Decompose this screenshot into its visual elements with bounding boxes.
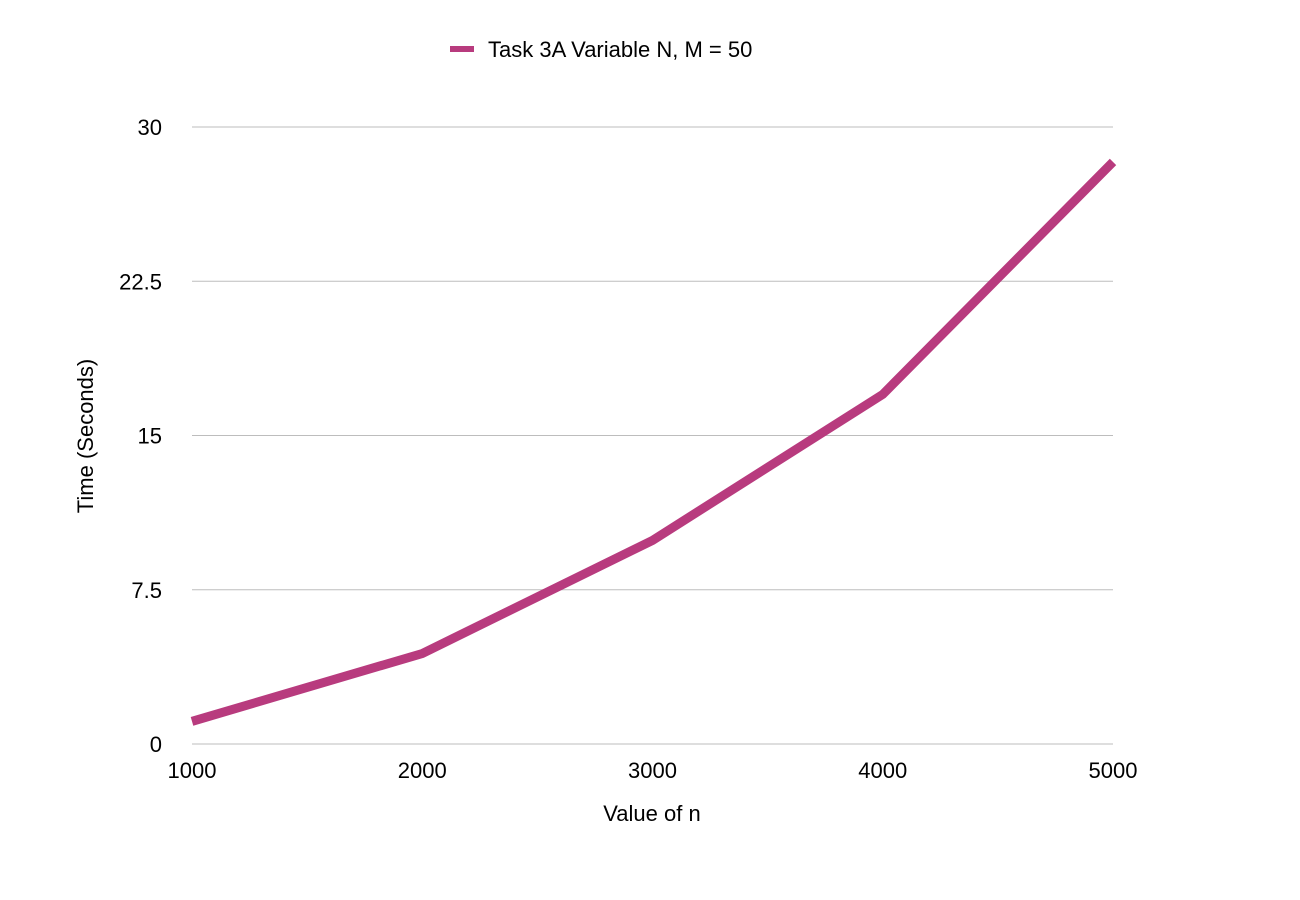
gridlines bbox=[192, 126, 1113, 745]
x-tick-label: 3000 bbox=[628, 758, 677, 783]
y-tick-label: 0 bbox=[150, 732, 162, 757]
series-line bbox=[190, 158, 1117, 726]
x-axis-tick-labels: 1000 2000 3000 4000 5000 bbox=[168, 758, 1138, 783]
y-axis-tick-labels: 0 7.5 15 22.5 30 bbox=[119, 115, 162, 757]
y-axis-title: Time (Seconds) bbox=[73, 359, 98, 513]
legend-label: Task 3A Variable N, M = 50 bbox=[488, 37, 752, 62]
x-axis-title: Value of n bbox=[603, 801, 700, 826]
y-tick-label: 22.5 bbox=[119, 269, 162, 294]
x-tick-label: 4000 bbox=[858, 758, 907, 783]
series-lines bbox=[190, 158, 1117, 726]
y-tick-label: 7.5 bbox=[131, 578, 162, 603]
y-tick-label: 15 bbox=[138, 424, 162, 449]
x-tick-label: 2000 bbox=[398, 758, 447, 783]
x-tick-label: 1000 bbox=[168, 758, 217, 783]
legend: Task 3A Variable N, M = 50 bbox=[450, 37, 752, 62]
y-tick-label: 30 bbox=[138, 115, 162, 140]
x-tick-label: 5000 bbox=[1089, 758, 1138, 783]
